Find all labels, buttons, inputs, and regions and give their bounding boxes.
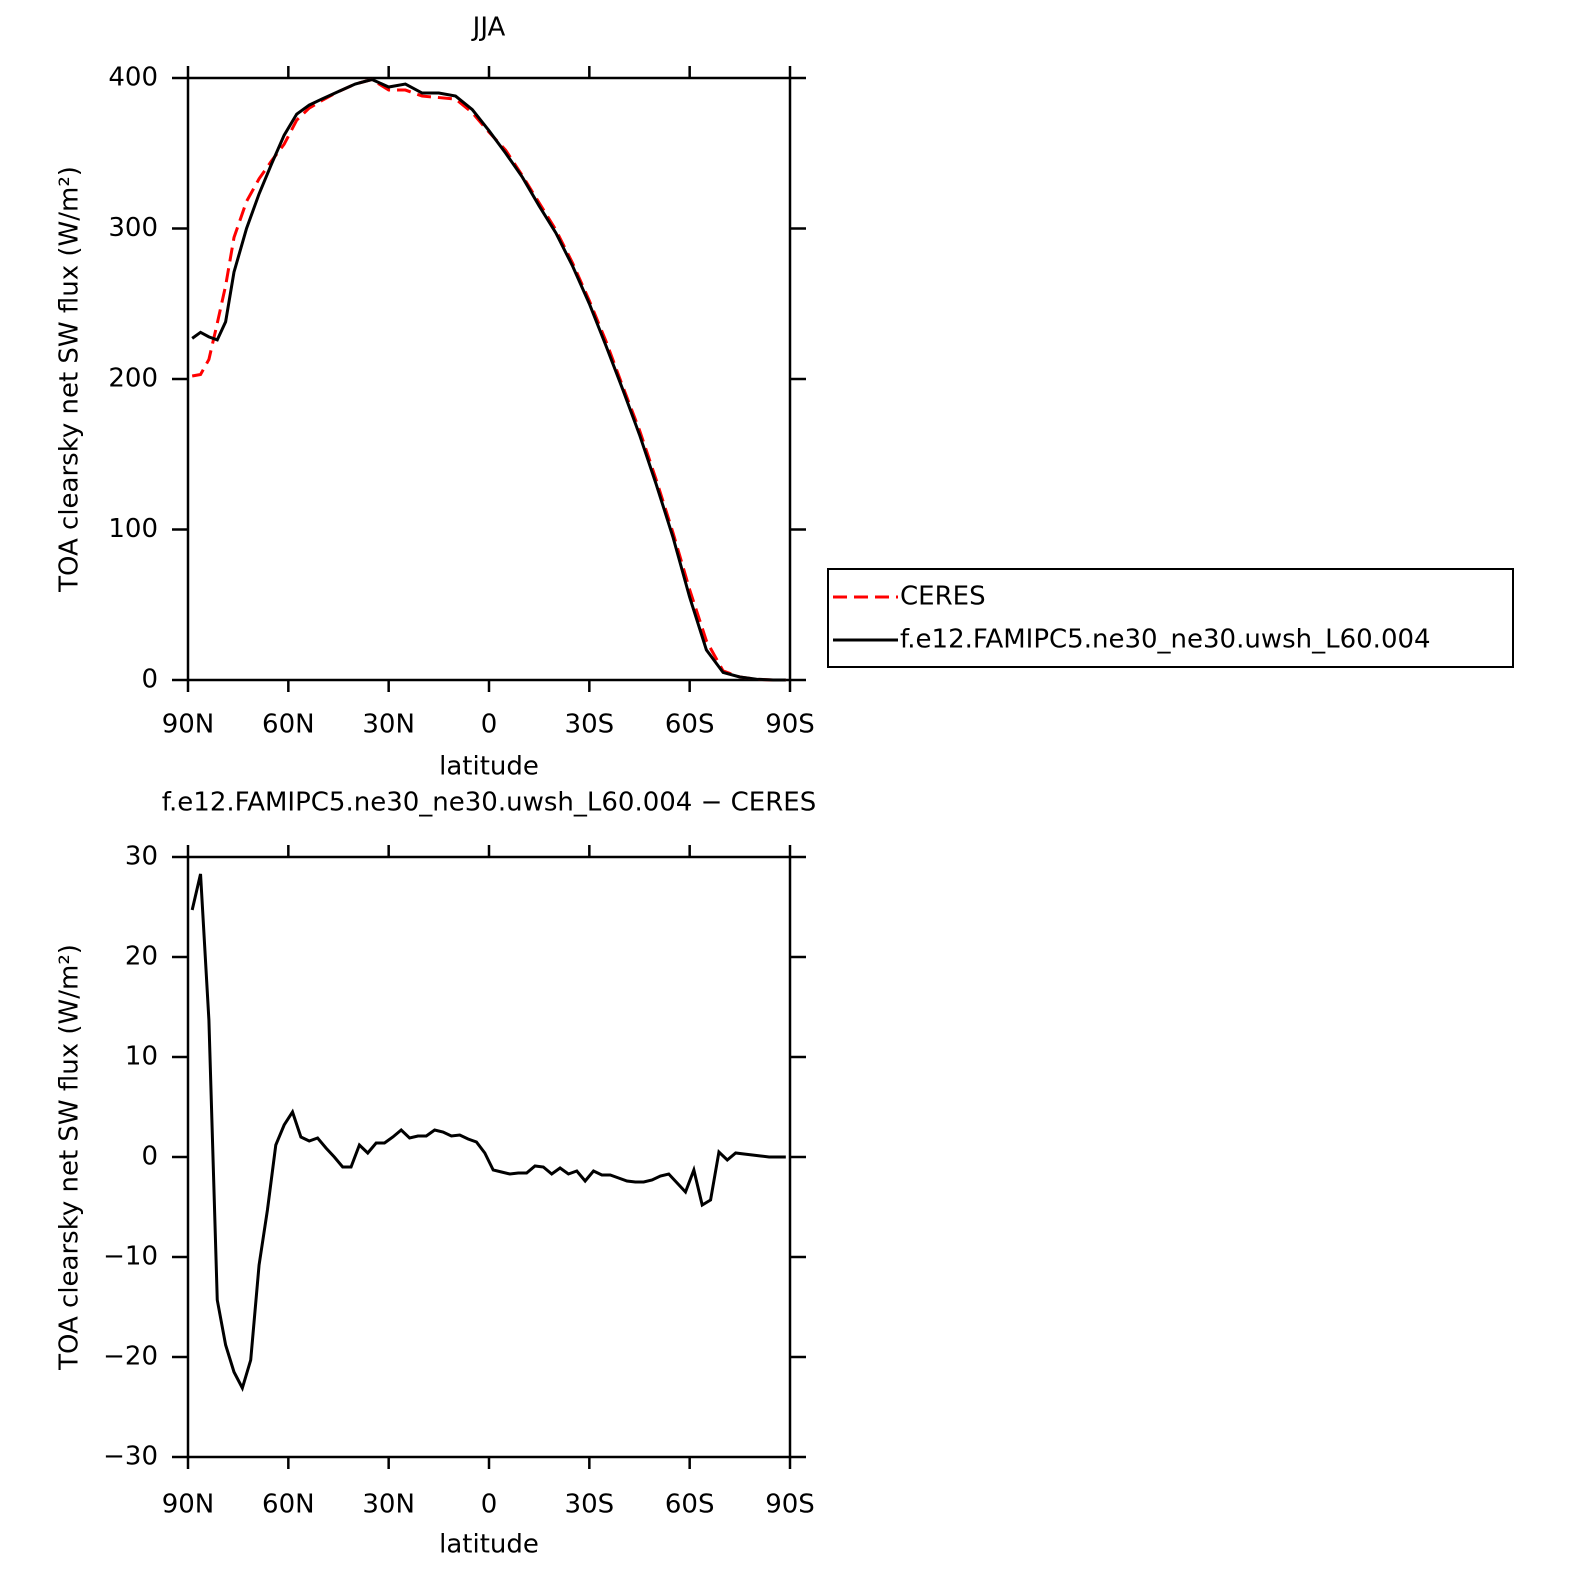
- y-tick-label: 0: [141, 665, 158, 695]
- y-axis-label: TOA clearsky net SW flux (W/m²): [55, 944, 85, 1371]
- x-tick-label: 90S: [765, 710, 815, 740]
- x-tick-label: 60N: [262, 710, 315, 740]
- x-tick-label: 30S: [565, 710, 615, 740]
- y-tick-label: 10: [125, 1042, 158, 1072]
- y-tick-label: −20: [103, 1342, 158, 1372]
- x-tick-label: 60N: [262, 1490, 315, 1520]
- y-tick-label: −30: [103, 1442, 158, 1472]
- plot-frame: [186, 76, 792, 682]
- y-tick-label: 400: [108, 63, 158, 93]
- legend-box: [827, 568, 1514, 668]
- legend-label: f.e12.FAMIPC5.ne30_ne30.uwsh_L60.004: [900, 625, 1431, 655]
- y-tick-label: 100: [108, 514, 158, 544]
- x-tick-label: 90S: [765, 1490, 815, 1520]
- legend-label: CERES: [900, 582, 986, 612]
- x-tick-label: 30N: [362, 710, 415, 740]
- y-tick-label: 30: [125, 842, 158, 872]
- x-tick-label: 30S: [565, 1490, 615, 1520]
- x-tick-label: 60S: [665, 1490, 715, 1520]
- chart-title: f.e12.FAMIPC5.ne30_ne30.uwsh_L60.004 − C…: [162, 788, 816, 818]
- y-tick-label: 300: [108, 213, 158, 243]
- y-tick-label: 20: [125, 942, 158, 972]
- y-axis-label: TOA clearsky net SW flux (W/m²): [55, 166, 85, 593]
- chart-title: JJA: [471, 13, 506, 43]
- x-tick-label: 0: [481, 1490, 498, 1520]
- data-line: [190, 873, 786, 1392]
- y-tick-label: −10: [103, 1242, 158, 1272]
- y-tick-label: 0: [141, 1142, 158, 1172]
- y-tick-label: 200: [108, 364, 158, 394]
- data-line: [191, 77, 786, 682]
- x-axis-label: latitude: [439, 1530, 539, 1560]
- x-tick-label: 90N: [162, 1490, 215, 1520]
- x-axis-label: latitude: [439, 752, 539, 782]
- plot-frame: [186, 855, 792, 1459]
- x-tick-label: 0: [481, 710, 498, 740]
- x-tick-label: 60S: [665, 710, 715, 740]
- x-tick-label: 30N: [362, 1490, 415, 1520]
- data-line: [191, 77, 786, 682]
- x-tick-label: 90N: [162, 710, 215, 740]
